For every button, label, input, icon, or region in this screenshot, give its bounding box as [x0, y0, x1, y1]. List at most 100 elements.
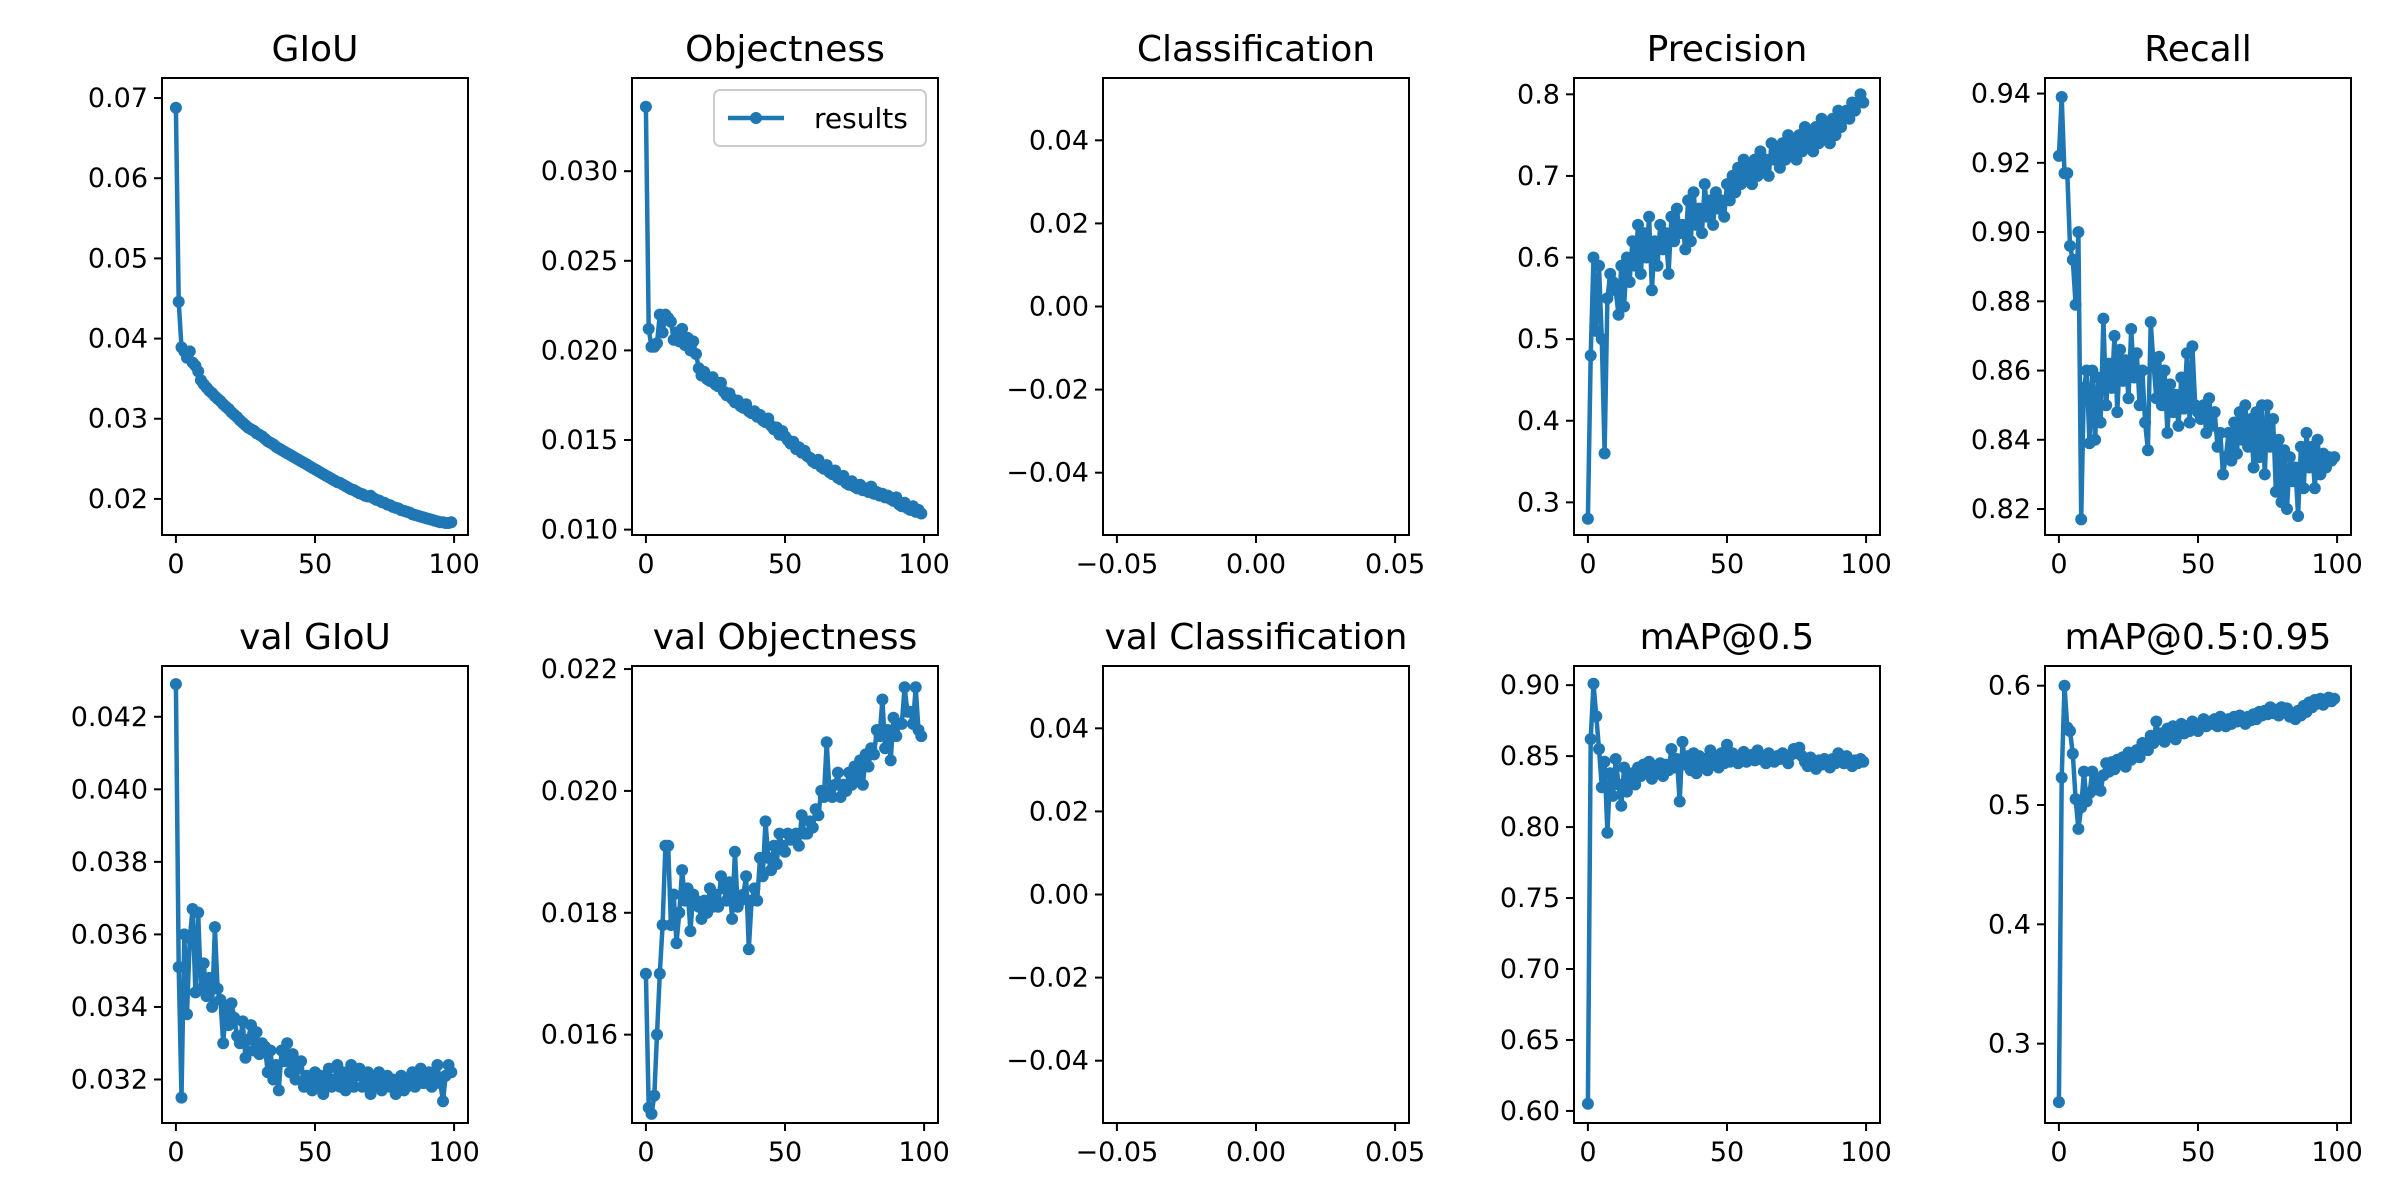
data-point [1676, 218, 1689, 231]
data-point [1629, 778, 1642, 791]
data-point [200, 990, 213, 1003]
data-point [676, 864, 689, 877]
data-point [767, 839, 780, 852]
y-tick-label: 0.020 [541, 335, 618, 366]
data-point [2089, 433, 2102, 446]
data-point [2150, 715, 2163, 728]
data-point [2086, 765, 2099, 778]
data-point [445, 1066, 458, 1079]
data-point [2105, 381, 2118, 394]
data-point [2297, 482, 2310, 495]
panel-val-giou: val GIoU 0 50 100 0.032 0.034 0.036 0.038 0.040 0… [71, 617, 480, 1168]
data-point [445, 516, 458, 529]
data-point [1593, 259, 1605, 272]
data-point [2122, 392, 2135, 405]
data-point [1687, 186, 1700, 199]
data-point [1707, 218, 1720, 231]
y-tick-label: 0.00 [1029, 292, 1089, 323]
data-point [272, 1084, 285, 1097]
y-tick-label: 0.018 [541, 898, 618, 929]
data-point [1593, 743, 1605, 755]
data-point [2094, 416, 2107, 429]
data-point [720, 894, 733, 907]
y-tick-label: −0.04 [1006, 458, 1089, 489]
y-tick-label: 0.015 [541, 425, 618, 456]
data-point [915, 730, 928, 743]
data-point [1634, 267, 1647, 280]
data-point [2272, 433, 2285, 446]
data-point [169, 678, 182, 691]
data-point [169, 101, 182, 114]
data-point [2052, 149, 2065, 162]
data-point [1857, 755, 1870, 768]
panel-title: Precision [1647, 29, 1808, 70]
x-tick-label: −0.05 [1076, 1137, 1159, 1168]
data-point [673, 906, 686, 919]
data-point [2292, 510, 2305, 522]
data-point [2267, 413, 2280, 425]
data-point [642, 322, 655, 335]
y-tick-label: 0.030 [541, 156, 618, 187]
y-tick-label: 0.4 [1988, 909, 2031, 940]
data-point [656, 326, 669, 339]
data-point [2141, 444, 2154, 457]
x-tick-label: 0 [2050, 1137, 2067, 1168]
x-tick-label: 0 [1579, 1137, 1596, 1168]
data-point [698, 894, 711, 907]
data-point [639, 100, 652, 113]
x-tick-label: 100 [2311, 549, 2363, 580]
data-point [2211, 440, 2224, 453]
data-point [667, 888, 680, 901]
data-point [881, 724, 894, 736]
data-point [2094, 784, 2107, 797]
panel-title: val Classification [1104, 617, 1407, 658]
data-point [2133, 751, 2146, 764]
data-point [175, 1091, 188, 1104]
data-point [909, 681, 922, 694]
data-point [1598, 755, 1611, 768]
data-point [762, 851, 775, 864]
data-point [2052, 1096, 2065, 1109]
data-point [1648, 235, 1661, 248]
data-point [2328, 451, 2341, 464]
data-point [2077, 765, 2090, 778]
data-point [709, 888, 722, 901]
data-point [737, 888, 750, 901]
y-tick-label: 0.04 [1029, 713, 1089, 744]
data-point [2205, 419, 2218, 432]
data-point [890, 730, 903, 743]
data-point [742, 943, 755, 956]
data-point [2300, 426, 2313, 439]
x-tick-label: 100 [898, 1137, 950, 1168]
data-point [792, 839, 805, 852]
data-point [904, 705, 917, 718]
data-point [289, 1073, 302, 1086]
data-point [181, 1008, 193, 1021]
panel-title: Recall [2144, 29, 2251, 70]
panel-title: val Objectness [653, 617, 918, 658]
x-tick-label: 0.00 [1226, 1137, 1286, 1168]
y-tick-label: 0.90 [1971, 217, 2031, 248]
data-point [2144, 316, 2157, 329]
panel-classification: Classification −0.05 0.00 0.05 −0.04 −0.02 0.0… [1006, 29, 1425, 580]
data-point [1665, 743, 1678, 755]
data-point [678, 894, 691, 907]
data-point [250, 1026, 263, 1039]
y-tick-label: 0.042 [71, 702, 148, 733]
y-tick-label: 0.00 [1029, 880, 1089, 911]
data-point [2269, 485, 2282, 498]
x-tick-label: 0 [1579, 549, 1596, 580]
data-point [653, 967, 666, 980]
data-point [1698, 178, 1711, 191]
x-tick-label: 0 [637, 549, 654, 580]
data-point [2064, 725, 2076, 737]
x-tick-label: −0.05 [1076, 549, 1159, 580]
panel-title: GIoU [272, 29, 359, 70]
data-point [2061, 167, 2074, 180]
data-point [2072, 226, 2085, 239]
y-tick-label: 0.65 [1500, 1025, 1560, 1056]
panel-title: mAP@0.5:0.95 [2065, 617, 2332, 658]
data-point [2261, 399, 2274, 412]
data-point [1612, 778, 1625, 791]
data-point [2066, 747, 2079, 760]
